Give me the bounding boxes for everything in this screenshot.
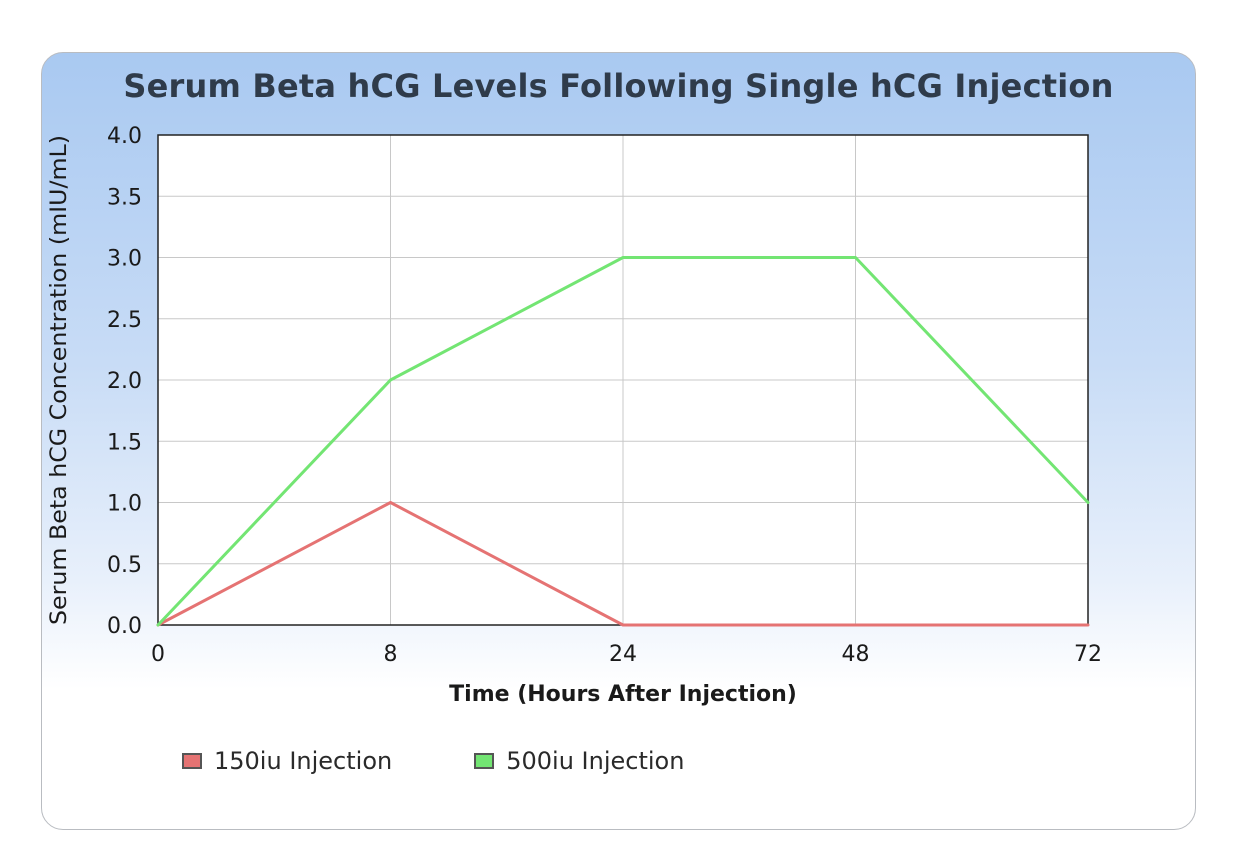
y-tick-label: 0.0 xyxy=(107,614,142,639)
legend-label-500iu: 500iu Injection xyxy=(506,747,685,775)
x-tick-label: 8 xyxy=(384,642,398,667)
x-tick-label: 24 xyxy=(609,642,637,667)
legend-swatch-150iu xyxy=(182,753,202,769)
y-axis-title: Serum Beta hCG Concentration (mIU/mL) xyxy=(47,135,72,625)
x-tick-label: 48 xyxy=(842,642,870,667)
legend-label-150iu: 150iu Injection xyxy=(214,747,393,775)
legend-item-150iu[interactable]: 150iu Injection xyxy=(182,747,392,775)
y-tick-label: 2.5 xyxy=(107,308,142,333)
y-tick-label: 3.0 xyxy=(107,247,142,272)
y-tick-label: 3.5 xyxy=(107,185,142,210)
x-tick-label: 0 xyxy=(151,642,165,667)
y-tick-label: 2.0 xyxy=(107,369,142,394)
legend-swatch-500iu xyxy=(474,753,495,769)
chart-card: Serum Beta hCG Levels Following Single h… xyxy=(41,52,1196,830)
y-tick-label: 0.5 xyxy=(107,553,142,578)
legend: 150iu Injection 500iu Injection xyxy=(182,747,684,775)
chart-plot: 0.0 0.5 1.0 1.5 2.0 2.5 3.0 3.5 4.0 0 8 24 48 72 Time … xyxy=(47,124,1102,707)
legend-item-500iu[interactable]: 500iu Injection xyxy=(474,747,684,775)
x-tick-label: 72 xyxy=(1074,642,1102,667)
y-tick-label: 4.0 xyxy=(107,124,142,149)
y-tick-label: 1.5 xyxy=(107,430,142,455)
x-axis-title: Time (Hours After Injection) xyxy=(449,682,797,707)
y-tick-label: 1.0 xyxy=(107,492,142,517)
chart-title: Serum Beta hCG Levels Following Single h… xyxy=(123,67,1114,105)
